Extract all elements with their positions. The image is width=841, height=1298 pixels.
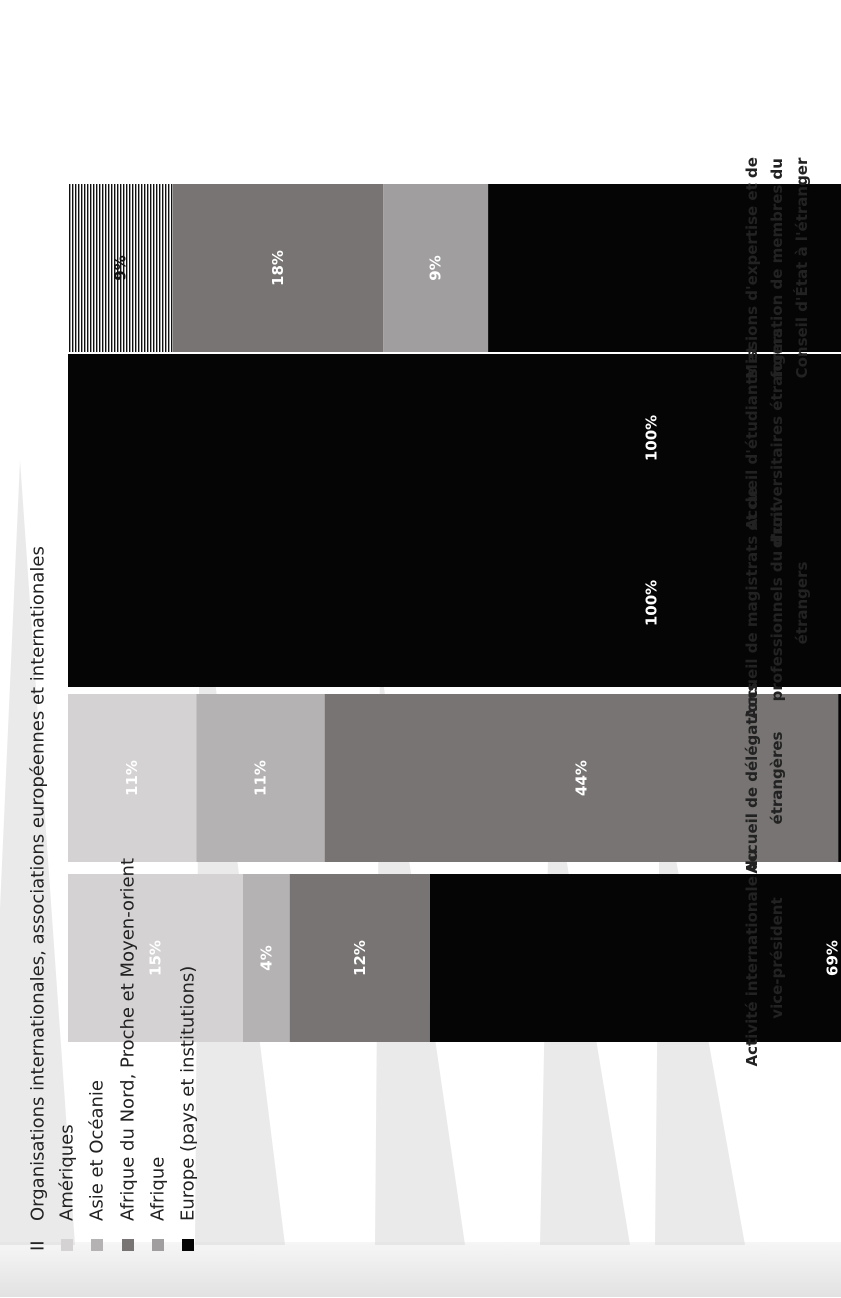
- bar-segment-activite-internationale-du-vice-presiden-afrique-du-nord-proche-et-moyen-orient: [289, 874, 430, 1042]
- bar-segment-missions-d-expertise-et-de-formation-de--afrique-du-nord-proche-et-moyen-orient: [173, 184, 384, 352]
- category-label-accueil-de-magistrats-et-de-professionne: professionnels du droit: [768, 505, 786, 702]
- category-label-accueil-d-etudiants-et-d-universitaires-: d'universitaires étrangers: [768, 328, 786, 548]
- value-labels-layer: 15%4%12%69%11%11%44%33%100%100%9%18%9%64…: [112, 250, 841, 976]
- legend-label: Afrique: [148, 1157, 169, 1221]
- category-label-missions-d-expertise-et-de-formation-de-: formation de membres du: [768, 158, 786, 378]
- legend-item-asie-et-oceanie: Asie et Océanie: [87, 1080, 108, 1251]
- legend: II Organisations internationales, associa…: [28, 546, 199, 1251]
- bar-segment-accueil-de-delegations-etrangeres-europe-pays-et-institutions: [838, 694, 841, 862]
- data-label-missions-d-expertise-et-de-formation-de--organisations-internationales-associatio: 9%: [112, 255, 130, 280]
- data-label-accueil-d-etudiants-et-d-universitaires--europe-pays-et-institutions: 100%: [643, 415, 661, 461]
- bar-segment-missions-d-expertise-et-de-formation-de--organisations-internationales-associatio: [68, 184, 173, 352]
- bar-segment-accueil-de-delegations-etrangeres-afrique-du-nord-proche-et-moyen-orient: [324, 694, 839, 862]
- category-label-activite-internationale-du-vice-presiden: Activité internationale du: [743, 849, 761, 1066]
- legend-item-afrique: Afrique: [148, 1157, 169, 1251]
- bar-segment-missions-d-expertise-et-de-formation-de--afrique: [383, 184, 489, 352]
- legend-swatch: [122, 1239, 134, 1251]
- category-label-accueil-de-delegations-etrangeres: Accueil de délégations: [743, 682, 761, 873]
- data-label-activite-internationale-du-vice-presiden-afrique-du-nord-proche-et-moyen-orient: 12%: [351, 940, 369, 976]
- legend-swatch: [91, 1239, 103, 1251]
- category-labels-layer: Activité internationale du vice-président…: [743, 157, 811, 1067]
- data-label-accueil-de-delegations-etrangeres-asie-et-oceanie: 11%: [252, 760, 270, 796]
- data-label-activite-internationale-du-vice-presiden-ameriques: 15%: [147, 940, 165, 976]
- data-label-activite-internationale-du-vice-presiden-europe-pays-et-institutions: 69%: [823, 940, 841, 976]
- bar-segment-accueil-de-magistrats-et-de-professionne-europe-pays-et-institutions: [68, 519, 841, 687]
- shadow-wedge: [0, 460, 75, 1245]
- bar-segment-accueil-de-delegations-etrangeres-ameriques: [68, 694, 197, 862]
- legend-label: Europe (pays et institutions): [178, 966, 199, 1221]
- bars-layer: [68, 184, 841, 1042]
- category-label-missions-d-expertise-et-de-formation-de-: Conseil d'État à l'étranger: [792, 157, 811, 378]
- data-label-activite-internationale-du-vice-presiden-asie-et-oceanie: 4%: [257, 945, 275, 970]
- bar-segment-activite-internationale-du-vice-presiden-ameriques: [68, 874, 243, 1042]
- category-label-activite-internationale-du-vice-presiden: vice-président: [768, 897, 786, 1018]
- data-label-missions-d-expertise-et-de-formation-de--afrique-du-nord-proche-et-moyen-orient: 18%: [269, 250, 287, 286]
- bar-segment-activite-internationale-du-vice-presiden-asie-et-oceanie: [243, 874, 290, 1042]
- legend-stripe-icon: II: [28, 1240, 49, 1251]
- legend-label: Asie et Océanie: [87, 1080, 108, 1221]
- bar-segment-accueil-de-delegations-etrangeres-asie-et-oceanie: [196, 694, 325, 862]
- bar-segment-missions-d-expertise-et-de-formation-de--europe-pays-et-institutions: [488, 184, 841, 352]
- category-label-accueil-de-magistrats-et-de-professionne: Accueil de magistrats et de: [743, 487, 761, 719]
- legend-item-europe-pays-et-institutions: Europe (pays et institutions): [178, 966, 199, 1251]
- category-label-accueil-de-magistrats-et-de-professionne: étrangers: [793, 562, 811, 645]
- data-label-missions-d-expertise-et-de-formation-de--afrique: 9%: [427, 255, 445, 280]
- legend-item-afrique-du-nord-proche-et-moyen-orient: Afrique du Nord, Proche et Moyen-orient: [118, 858, 139, 1251]
- legend-item-organisations-internationales-associatio: II Organisations internationales, associa…: [28, 546, 49, 1251]
- shadow-band: [0, 1242, 841, 1297]
- legend-swatch: [182, 1239, 194, 1251]
- category-label-missions-d-expertise-et-de-formation-de-: Missions d'expertise et de: [743, 157, 761, 379]
- category-label-accueil-de-delegations-etrangeres: étrangères: [768, 731, 786, 824]
- category-label-accueil-d-etudiants-et-d-universitaires-: Accueil d'étudiants et: [743, 346, 761, 530]
- legend-item-ameriques: Amériques: [57, 1124, 78, 1251]
- bar-segment-activite-internationale-du-vice-presiden-europe-pays-et-institutions: [429, 874, 841, 1042]
- legend-swatch: [152, 1239, 164, 1251]
- data-label-accueil-de-delegations-etrangeres-afrique-du-nord-proche-et-moyen-orient: 44%: [572, 760, 590, 796]
- bar-segment-accueil-d-etudiants-et-d-universitaires--europe-pays-et-institutions: [68, 354, 841, 522]
- data-label-accueil-de-delegations-etrangeres-ameriques: 11%: [123, 760, 141, 796]
- legend-label: Amériques: [57, 1124, 78, 1221]
- data-label-accueil-de-magistrats-et-de-professionne-europe-pays-et-institutions: 100%: [643, 580, 661, 626]
- legend-swatch: [61, 1239, 73, 1251]
- legend-label: Organisations internationales, associati…: [28, 546, 49, 1221]
- legend-label: Afrique du Nord, Proche et Moyen-orient: [118, 858, 139, 1221]
